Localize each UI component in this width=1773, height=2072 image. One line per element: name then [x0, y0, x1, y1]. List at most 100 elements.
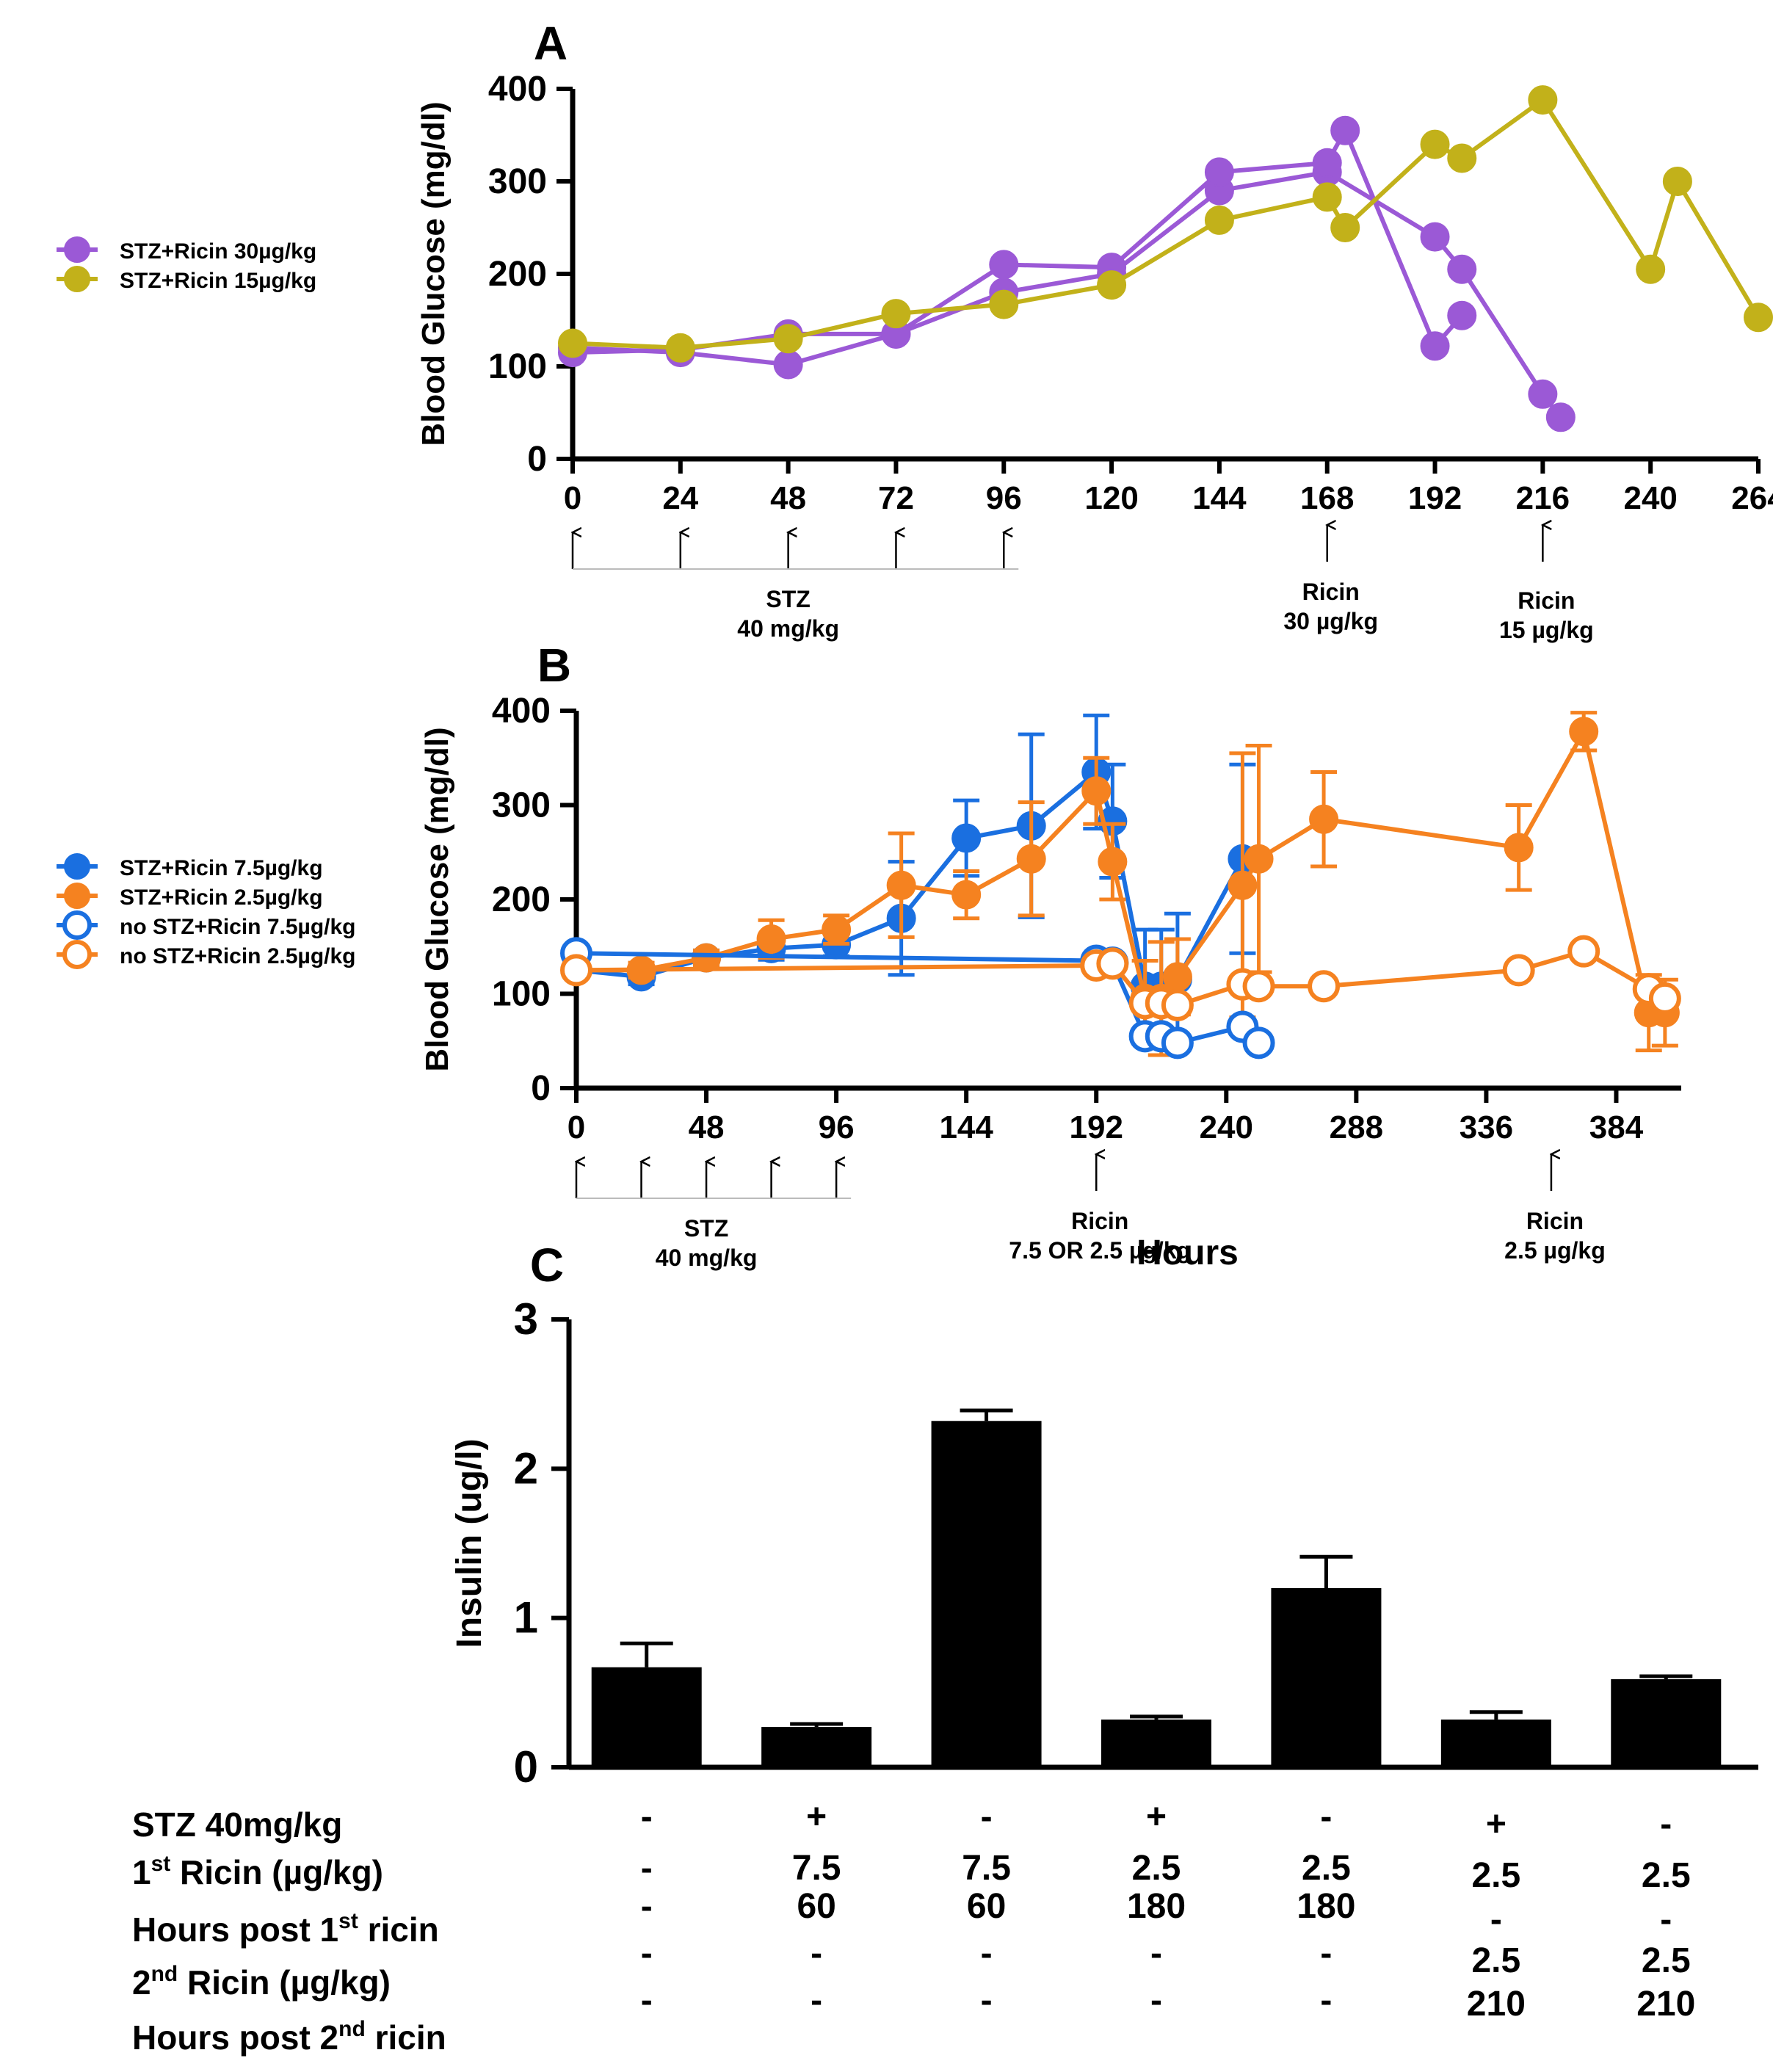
legend-marker: [64, 236, 90, 263]
table-cell: -: [811, 1981, 822, 2020]
x-tick-label: 96: [819, 1109, 855, 1145]
data-point: [1528, 379, 1558, 409]
row-label: STZ 40mg/kg: [132, 1805, 342, 1844]
data-point: [1309, 804, 1339, 834]
data-point: [558, 328, 587, 358]
data-point: [1567, 935, 1600, 968]
ricin-label: Ricin: [1302, 579, 1360, 605]
data-point: [1447, 143, 1477, 173]
data-point: [1420, 222, 1450, 252]
series-no-stz-ricin-2-5-g-kg: [560, 935, 1681, 1021]
y-tick-label: 1: [514, 1593, 538, 1642]
x-axis-label: Hours: [1136, 1234, 1239, 1272]
table-cell: 2.5: [1132, 1849, 1181, 1888]
bars: [591, 1408, 1722, 1767]
panel-label: C: [530, 1239, 564, 1292]
table-cell: +: [1146, 1797, 1167, 1836]
data-point: [1161, 988, 1194, 1021]
panel-label: A: [534, 17, 568, 70]
ricin-dose-label: 2.5 µg/kg: [1504, 1237, 1606, 1264]
ricin-label: Ricin: [1071, 1208, 1128, 1234]
row-label: 1st Ricin (µg/kg): [132, 1852, 383, 1891]
panel-b: B 0 100 200 300 400 0 48 96 144 192 240 288 336 384 Blo…: [57, 639, 1681, 1272]
data-point: [1330, 115, 1360, 145]
x-tick-label: 192: [1408, 480, 1462, 516]
condition-table: STZ 40mg/kg 1st Ricin (µg/kg) Hours post 1…: [132, 1797, 1695, 2057]
x-tick-label: 240: [1200, 1109, 1253, 1145]
legend-label: STZ+Ricin 30µg/kg: [120, 239, 316, 264]
bar: [931, 1421, 1042, 1767]
y-tick-label: 300: [492, 786, 551, 825]
bar: [1101, 1719, 1211, 1767]
table-cell: -: [641, 1849, 653, 1888]
ricin-label: Ricin: [1526, 1208, 1584, 1234]
legend: STZ+Ricin 30µg/kg STZ+Ricin 15µg/kg: [57, 236, 316, 293]
data-point: [1242, 1026, 1275, 1059]
data-point: [1447, 254, 1477, 284]
table-cell: +: [1486, 1805, 1506, 1844]
legend-label: STZ+Ricin 2.5µg/kg: [120, 885, 323, 910]
table-cell: 210: [1636, 1985, 1695, 2024]
ricin-label: Ricin: [1518, 587, 1575, 614]
data-point: [1420, 331, 1450, 361]
x-tick-label: 48: [689, 1109, 725, 1145]
bar: [1611, 1679, 1722, 1767]
bar: [591, 1667, 702, 1767]
y-axis-label: Insulin (ug/l): [450, 1438, 489, 1648]
table-cell: -: [1490, 1900, 1502, 1939]
data-point: [665, 333, 695, 363]
stz-label: STZ: [766, 586, 810, 612]
x-tick-label: 240: [1623, 480, 1677, 516]
panel-label: B: [537, 639, 571, 692]
series-line: [572, 170, 1563, 419]
x-tick-label: 96: [986, 480, 1022, 516]
table-cell: -: [641, 1797, 653, 1836]
y-axis-label: Blood Glucose (mg/dl): [419, 727, 455, 1071]
y-tick-label: 200: [488, 255, 547, 294]
data-point: [1528, 85, 1558, 115]
ricin-dose-label: 30 µg/kg: [1283, 608, 1378, 634]
stz-dose-label: 40 mg/kg: [737, 615, 839, 642]
x-tick-label: 336: [1460, 1109, 1513, 1145]
table-cell: -: [1320, 1934, 1332, 1973]
y-tick-label: 0: [531, 1069, 551, 1108]
data-point: [822, 915, 852, 945]
dosing-annotations: STZ 40 mg/kg Ricin 7.5 OR 2.5 µg/kg Ricin 2.5…: [576, 1154, 1606, 1271]
x-tick-label: 144: [1192, 480, 1247, 516]
table-cell: -: [1320, 1797, 1332, 1836]
table-cell: 2.5: [1642, 1856, 1691, 1895]
data-point: [1081, 776, 1112, 806]
y-tick-label: 200: [492, 880, 551, 919]
table-cell: -: [981, 1797, 993, 1836]
table-cell: 60: [797, 1887, 835, 1926]
data-point: [1097, 270, 1127, 300]
data-point: [1204, 205, 1234, 235]
data-point: [989, 289, 1019, 319]
legend-marker: [64, 883, 90, 909]
table-cell: 2.5: [1302, 1849, 1351, 1888]
legend-label: STZ+Ricin 7.5µg/kg: [120, 856, 323, 880]
table-cell: -: [981, 1934, 993, 1973]
legend-marker: [64, 853, 90, 880]
x-tick-label: 120: [1084, 480, 1138, 516]
y-tick-label: 400: [492, 692, 551, 731]
y-tick-label: 100: [488, 347, 547, 386]
data-point: [1330, 213, 1360, 242]
data-point: [1545, 402, 1576, 432]
data-point: [1228, 870, 1258, 900]
table-cell: 210: [1467, 1985, 1526, 2024]
y-tick-label: 300: [488, 162, 547, 201]
data-point: [951, 880, 982, 910]
legend: STZ+Ricin 7.5µg/kg STZ+Ricin 2.5µg/kg no S…: [57, 853, 356, 969]
stz-dose-label: 40 mg/kg: [656, 1245, 758, 1271]
y-tick-label: 3: [514, 1294, 538, 1344]
data-point: [560, 954, 592, 987]
bar: [1271, 1588, 1382, 1767]
y-tick-label: 100: [492, 975, 551, 1014]
table-cell: -: [1150, 1934, 1162, 1973]
panel-c: C 0 1 2 3 Insulin (ug/l) STZ 40mg/kg 1st Ricin …: [132, 1239, 1758, 2057]
data-point: [1312, 148, 1342, 178]
table-cell: 2.5: [1471, 1941, 1520, 1980]
data-point: [1161, 1026, 1194, 1059]
